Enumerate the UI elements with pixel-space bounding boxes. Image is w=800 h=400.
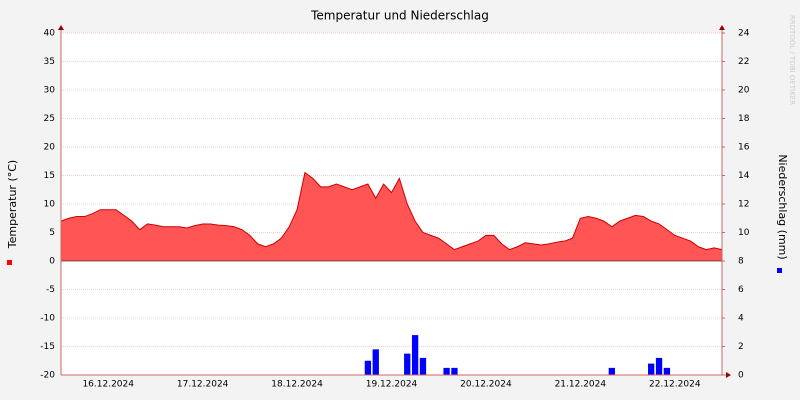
temperature-line — [60, 171, 723, 251]
y2-tick-label: 6 — [738, 285, 744, 295]
y-tick-label: 25 — [44, 114, 55, 124]
x-tick-label: 20.12.2024 — [460, 380, 512, 390]
y-tick-label: 10 — [44, 200, 56, 210]
precipitation-bar — [404, 353, 411, 375]
temperature-area — [61, 172, 722, 261]
y2-tick-label: 2 — [738, 342, 744, 352]
precipitation-bar — [663, 367, 671, 375]
y2-tick-label: 24 — [738, 29, 750, 39]
y-tick-label: 30 — [44, 86, 56, 96]
y-tick-label: 0 — [49, 257, 55, 267]
y2-axis-label: Niederschlag (mm) — [776, 154, 789, 259]
y-tick-label: -20 — [40, 371, 55, 381]
axis-arrow — [719, 25, 725, 30]
precipitation-bar — [443, 367, 450, 375]
y2-tick-label: 14 — [738, 171, 750, 181]
axis-arrow — [726, 372, 731, 378]
y2-tick-label: 20 — [738, 86, 750, 96]
y2-tick-label: 12 — [738, 200, 749, 210]
x-tick-label: 18.12.2024 — [271, 380, 323, 390]
y2-tick-label: 22 — [738, 57, 749, 67]
precipitation-bar — [419, 357, 427, 375]
y-tick-label: 40 — [44, 29, 56, 39]
precipitation-bar — [364, 360, 372, 375]
y-tick-label: -15 — [40, 342, 55, 352]
precipitation-bar — [451, 367, 458, 375]
x-tick-label: 16.12.2024 — [82, 380, 134, 390]
x-tick-label: 21.12.2024 — [555, 380, 607, 390]
y2-tick-label: 0 — [738, 371, 744, 381]
y-tick-label: 5 — [49, 228, 55, 238]
precipitation-bar — [372, 349, 379, 375]
chart-title: Temperatur und Niederschlag — [310, 9, 489, 23]
y-axis-label: Temperatur (°C) — [6, 160, 19, 249]
watermark: RRDTOOL / TOBI OETIKER — [788, 15, 796, 105]
precipitation-bar — [608, 367, 615, 375]
legend-swatch — [7, 260, 12, 265]
y-tick-label: -5 — [46, 285, 55, 295]
x-tick-label: 22.12.2024 — [649, 380, 701, 390]
y2-tick-label: 4 — [738, 314, 744, 324]
legend-swatch — [777, 268, 782, 273]
y2-tick-label: 18 — [738, 114, 750, 124]
axis-arrow — [58, 25, 64, 30]
y-tick-label: 35 — [44, 57, 55, 67]
y2-tick-label: 8 — [738, 257, 744, 267]
x-tick-label: 19.12.2024 — [366, 380, 418, 390]
y-tick-label: 20 — [44, 143, 56, 153]
precipitation-bar — [411, 335, 419, 375]
y-tick-label: -10 — [40, 314, 55, 324]
y-tick-label: 15 — [44, 171, 55, 181]
precipitation-bar — [655, 357, 663, 375]
precipitation-bar — [648, 363, 655, 375]
y2-tick-label: 16 — [738, 143, 750, 153]
x-tick-label: 17.12.2024 — [177, 380, 229, 390]
y2-tick-label: 10 — [738, 228, 750, 238]
